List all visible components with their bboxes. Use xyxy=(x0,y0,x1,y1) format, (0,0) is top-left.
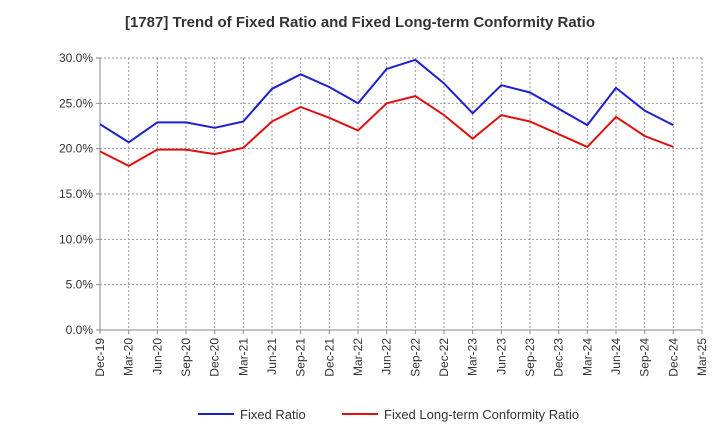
series-line-1 xyxy=(99,58,674,144)
series-lines xyxy=(99,58,674,167)
x-tick-label: Sep-24 xyxy=(638,338,652,377)
x-tick-labels: Dec-19 Mar-20 Jun-20 Sep-20 Dec-20 Mar-21 Jun-… xyxy=(93,338,709,377)
x-tick-label: Dec-21 xyxy=(322,338,336,377)
x-tick-label: Jun-23 xyxy=(494,338,508,375)
x-tick-label: Mar-20 xyxy=(122,338,136,376)
y-tick-label: 0.0% xyxy=(66,323,94,337)
y-tick-labels: 0.0% 5.0% 10.0% 15.0% 20.0% 25.0% 30.0% xyxy=(59,51,93,337)
x-tick-label: Jun-24 xyxy=(609,338,623,375)
x-tick-label: Sep-20 xyxy=(179,338,193,377)
chart-title: [1787] Trend of Fixed Ratio and Fixed Lo… xyxy=(124,14,596,31)
y-tick-label: 15.0% xyxy=(59,187,93,201)
series-line-2 xyxy=(99,95,674,167)
x-tick-label: Dec-23 xyxy=(552,338,566,377)
y-tick-label: 25.0% xyxy=(59,96,93,110)
x-tick-label: Jun-21 xyxy=(265,338,279,375)
y-tick-label: 10.0% xyxy=(59,232,93,246)
y-tick-label: 20.0% xyxy=(59,142,93,156)
x-tick-label: Mar-22 xyxy=(351,338,365,376)
axes xyxy=(96,57,703,334)
x-tick-label: Jun-22 xyxy=(380,338,394,375)
x-tick-label: Mar-21 xyxy=(236,338,250,376)
x-tick-label: Dec-19 xyxy=(93,338,107,377)
legend-label: Fixed Long-term Conformity Ratio xyxy=(384,407,579,422)
x-tick-label: Mar-24 xyxy=(580,338,594,376)
legend-label: Fixed Ratio xyxy=(240,407,306,422)
x-tick-label: Dec-24 xyxy=(666,338,680,377)
x-tick-label: Jun-20 xyxy=(150,338,164,375)
legend: Fixed Ratio Fixed Long-term Conformity Ra… xyxy=(198,407,579,422)
y-tick-label: 5.0% xyxy=(66,278,94,292)
x-tick-label: Sep-22 xyxy=(408,338,422,377)
y-tick-label: 30.0% xyxy=(59,51,93,65)
x-tick-label: Mar-25 xyxy=(695,338,709,376)
x-tick-label: Sep-21 xyxy=(294,338,308,377)
x-tick-label: Mar-23 xyxy=(466,338,480,376)
x-tick-label: Sep-23 xyxy=(523,338,537,377)
x-tick-label: Dec-20 xyxy=(208,338,222,377)
x-tick-label: Dec-22 xyxy=(437,338,451,377)
